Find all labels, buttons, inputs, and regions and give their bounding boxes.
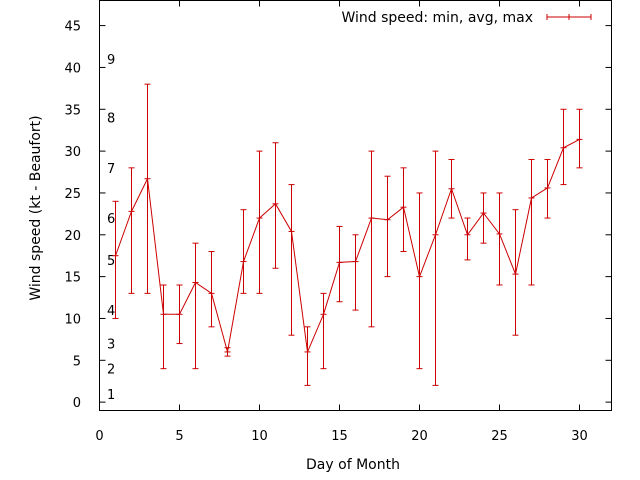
y-tick-label: 45 (64, 20, 81, 35)
legend-label: Wind speed: min, avg, max (341, 10, 533, 26)
y-tick-label: 30 (64, 145, 81, 160)
y-tick-label: 40 (64, 61, 81, 76)
legend: Wind speed: min, avg, max (341, 10, 592, 26)
beaufort-label: 2 (107, 363, 115, 378)
x-tick-label: 15 (331, 429, 348, 444)
y-tick-label: 15 (64, 271, 81, 286)
x-tick-label: 30 (571, 429, 588, 444)
x-tick-label: 25 (491, 429, 508, 444)
x-tick-label: 5 (175, 429, 183, 444)
beaufort-label: 5 (107, 254, 115, 269)
beaufort-label: 3 (107, 338, 115, 353)
x-tick-label: 10 (251, 429, 268, 444)
y-tick-label: 25 (64, 187, 81, 202)
beaufort-label: 8 (107, 112, 115, 127)
error-bars (112, 83, 583, 386)
legend-sample (546, 14, 592, 20)
beaufort-label: 9 (107, 53, 115, 68)
x-tick-label: 0 (95, 429, 103, 444)
x-tick-label: 20 (411, 429, 428, 444)
series-line-group (115, 138, 580, 354)
series-line (115, 138, 580, 354)
beaufort-label: 7 (107, 162, 115, 177)
y-tick-label: 5 (73, 354, 81, 369)
data-points (112, 138, 583, 353)
beaufort-label: 4 (107, 304, 115, 319)
plot-frame (99, 0, 612, 411)
beaufort-label: 6 (107, 212, 115, 227)
x-axis-ticks: 0 5 10 15 20 25 30 (95, 0, 588, 444)
y-tick-label: 10 (64, 312, 81, 327)
y-tick-label: 0 (73, 396, 81, 411)
x-axis-label: Day of Month (306, 457, 400, 473)
beaufort-label: 1 (107, 388, 115, 403)
beaufort-scale: 1 2 3 4 5 6 7 8 9 (107, 53, 115, 403)
y-axis-label: Wind speed (kt - Beaufort) (28, 115, 44, 300)
y-tick-label: 35 (64, 103, 81, 118)
y-tick-label: 20 (64, 229, 81, 244)
